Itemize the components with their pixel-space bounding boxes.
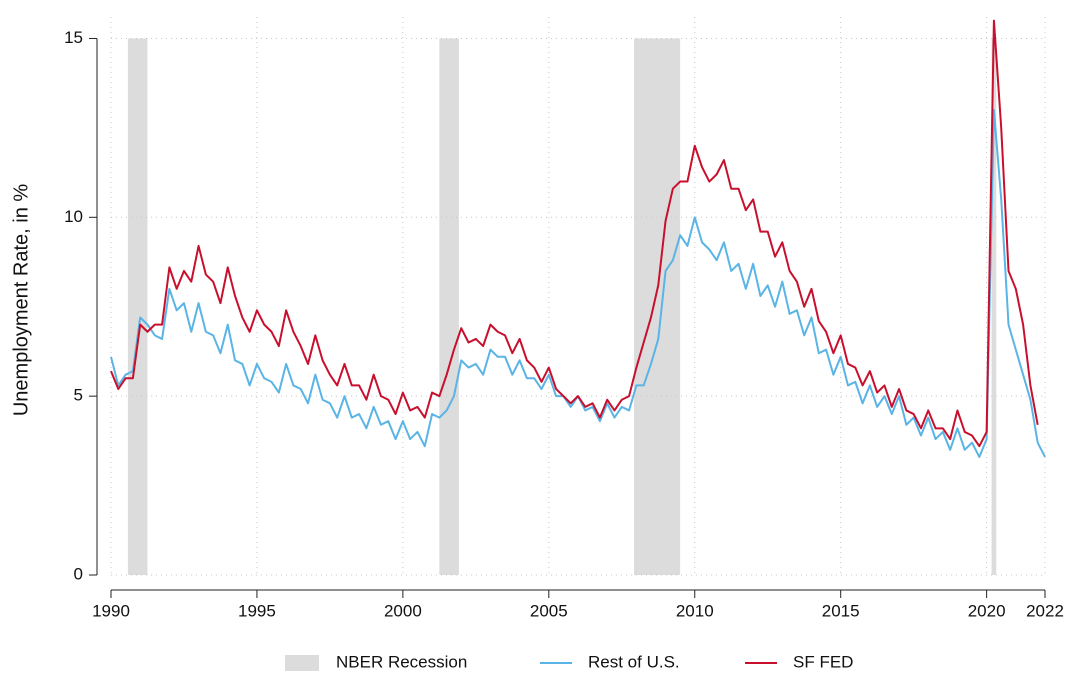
y-tick-label: 10 [64, 207, 83, 226]
legend-label: NBER Recession [336, 652, 467, 671]
legend-swatch [285, 655, 319, 671]
recession-band [127, 38, 148, 575]
x-tick-label: 2015 [822, 601, 860, 620]
x-tick-label: 2000 [384, 601, 422, 620]
x-tick-label: 1995 [238, 601, 276, 620]
legend-label: SF FED [793, 652, 853, 671]
x-tick-label: 2010 [676, 601, 714, 620]
x-tick-label: 2020 [968, 601, 1006, 620]
line-series [110, 19, 1039, 448]
y-axis-title: Unemployment Rate, in % [10, 184, 32, 417]
recession-band [439, 38, 459, 575]
x-tick-label: 2005 [530, 601, 568, 620]
recession-band [634, 38, 681, 575]
x-tick-label: 1990 [92, 601, 130, 620]
y-tick-label: 0 [74, 564, 83, 583]
y-tick-label: 15 [64, 28, 83, 47]
x-tick-label: 2022 [1026, 601, 1064, 620]
legend-label: Rest of U.S. [588, 652, 680, 671]
recession-band [991, 38, 997, 575]
y-tick-label: 5 [74, 386, 83, 405]
